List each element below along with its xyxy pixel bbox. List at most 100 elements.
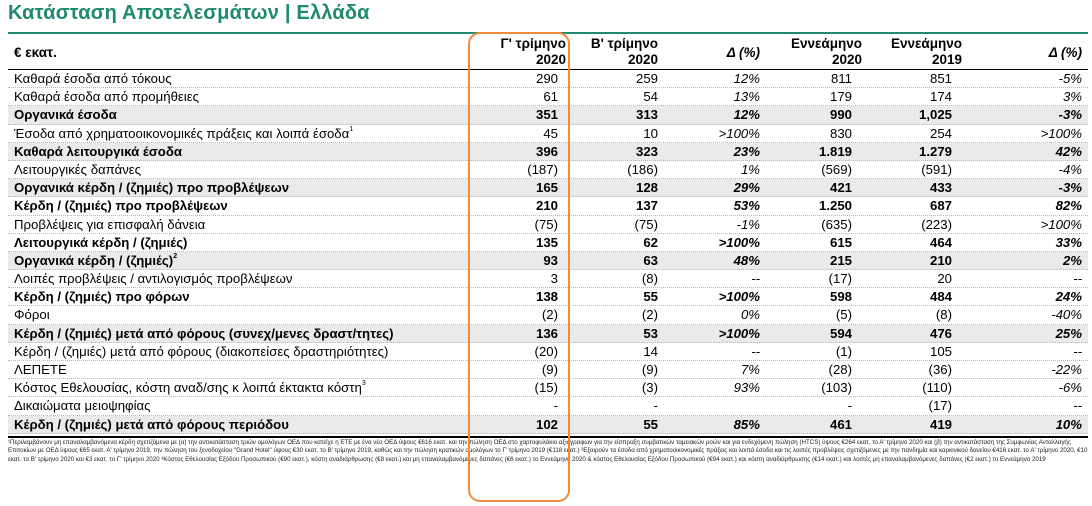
cell-q3-2020: 138 xyxy=(535,289,558,305)
row-label-text: Δικαιώματα μειοψηφίας xyxy=(14,398,151,414)
cell-9m-2020: 1.819 xyxy=(818,143,852,159)
table-row: Δικαιώματα μειοψηφίας - - - (17) -- xyxy=(8,397,1088,416)
row-label: Οργανικά κέρδη / (ζημιές) προ προβλέψεων xyxy=(14,179,289,197)
cell-q2-2020: 10 xyxy=(643,125,658,141)
col-header-delta-9m: Δ (%) xyxy=(1048,45,1082,60)
cell-9m-2020: (28) xyxy=(828,362,852,377)
table-row: Κέρδη / (ζημιές) μετά από φόρους (διακοπ… xyxy=(8,343,1088,361)
cell-delta-quarter: -- xyxy=(751,271,760,287)
table-row: Λειτουργικές δαπάνες (187) (186) 1% (569) (59… xyxy=(8,161,1088,180)
row-label: Κέρδη / (ζημιές) μετά από φόρους (συνεχ/… xyxy=(14,325,393,343)
cell-delta-9m: -- xyxy=(1073,398,1082,414)
cell-9m-2019: (8) xyxy=(935,307,952,323)
cell-q2-2020: 62 xyxy=(643,234,658,250)
cell-q3-2020: 93 xyxy=(543,252,558,268)
cell-q2-2020: 128 xyxy=(635,180,658,196)
cell-delta-9m: >100% xyxy=(1040,216,1082,232)
row-label-text: Κόστος Εθελουσίας, κόστη αναδ/σης κ λοιπ… xyxy=(14,380,362,396)
cell-q3-2020: 102 xyxy=(535,416,558,432)
cell-delta-quarter: 1% xyxy=(740,161,760,177)
row-label: Καθαρά έσοδα από τόκους xyxy=(14,70,172,88)
cell-delta-quarter: -1% xyxy=(736,216,760,232)
table-row: Προβλέψεις για επισφαλή δάνεια (75) (75) -1… xyxy=(8,216,1088,234)
row-label: Οργανικά έσοδα xyxy=(14,106,117,124)
col-header-delta-quarter: Δ (%) xyxy=(726,45,760,60)
col-header-q3-2020-line1: Γ' τρίμηνο xyxy=(500,36,566,51)
row-label: Κέρδη / (ζημιές) προ προβλέψεων xyxy=(14,197,228,215)
row-label-text: Κέρδη / (ζημιές) μετά από φόρους περιόδο… xyxy=(14,416,289,432)
cell-delta-9m: -40% xyxy=(1051,307,1082,323)
cell-q2-2020: (2) xyxy=(641,307,658,323)
table-row: Κέρδη / (ζημιές) προ προβλέψεων 210 137 53%… xyxy=(8,197,1088,216)
table-row: Φόροι (2) (2) 0% (5) (8) -40% xyxy=(8,306,1088,325)
cell-9m-2019: 174 xyxy=(929,89,952,105)
table-row: Λειτουργικά κέρδη / (ζημιές) 135 62 >100% 61… xyxy=(8,234,1088,252)
cell-9m-2019: 464 xyxy=(929,234,952,250)
cell-9m-2019: (110) xyxy=(922,380,952,396)
cell-9m-2020: 594 xyxy=(829,325,852,341)
cell-delta-9m: 3% xyxy=(1062,89,1082,105)
cell-delta-quarter: 0% xyxy=(740,307,760,323)
page-title: Κατάσταση Αποτελεσμάτων | Ελλάδα xyxy=(8,2,370,24)
cell-q2-2020: (3) xyxy=(641,380,658,396)
col-header-q3-2020-line2: 2020 xyxy=(535,52,566,67)
cell-9m-2019: 433 xyxy=(929,180,952,196)
cell-q2-2020: 259 xyxy=(635,71,658,86)
cell-q2-2020: 55 xyxy=(643,289,658,305)
cell-q3-2020: 45 xyxy=(543,125,558,141)
table-row: Καθαρά έσοδα από τόκους 290 259 12% 811 851 -5… xyxy=(8,70,1088,89)
col-header-9m-2020: Εννεάμηνο 2020 xyxy=(762,36,862,68)
row-label-text: Λειτουργικά κέρδη / (ζημιές) xyxy=(14,234,188,250)
row-label: Κόστος Εθελουσίας, κόστη αναδ/σης κ λοιπ… xyxy=(14,379,366,397)
footnote-marker: 3 xyxy=(361,380,366,388)
cell-delta-quarter: >100% xyxy=(718,325,760,341)
cell-q3-2020: 351 xyxy=(535,107,558,123)
cell-q3-2020: (9) xyxy=(541,362,558,377)
col-header-q2-2020-line1: Β' τρίμηνο xyxy=(590,36,658,51)
cell-9m-2019: 1,025 xyxy=(918,107,952,123)
row-label-text: Λοιπές προβλέψεις / αντιλογισμός προβλέψ… xyxy=(14,271,293,287)
table-row: Καθαρά λειτουργικά έσοδα 396 323 23% 1.819 1.… xyxy=(8,142,1088,161)
table-row: Έσοδα από χρηματοοικονομικές πράξεις και… xyxy=(8,125,1088,143)
cell-q2-2020: 55 xyxy=(643,416,658,432)
row-label-text: Έσοδα από χρηματοοικονομικές πράξεις και… xyxy=(14,125,350,141)
row-label: Καθαρά έσοδα από προμήθειες xyxy=(14,88,199,106)
cell-delta-9m: 42% xyxy=(1055,143,1082,159)
cell-9m-2019: (17) xyxy=(928,398,952,414)
cell-delta-quarter: 29% xyxy=(733,180,760,196)
row-label: Δικαιώματα μειοψηφίας xyxy=(14,397,151,415)
table-row: Κέρδη / (ζημιές) μετά από φόρους περιόδο… xyxy=(8,415,1088,434)
cell-delta-quarter: -- xyxy=(751,343,760,359)
cell-delta-quarter: 13% xyxy=(733,89,760,105)
cell-9m-2020: (635) xyxy=(821,216,852,232)
cell-9m-2019: (591) xyxy=(921,161,952,177)
col-header-q2-2020-line2: 2020 xyxy=(627,52,658,67)
cell-9m-2020: 615 xyxy=(829,234,852,250)
cell-q3-2020: 396 xyxy=(535,143,558,159)
cell-9m-2019: 254 xyxy=(929,125,952,141)
row-label: Λειτουργικές δαπάνες xyxy=(14,161,141,179)
header-divider xyxy=(8,69,1088,70)
cell-q2-2020: (75) xyxy=(634,216,658,232)
row-label-text: Οργανικά έσοδα xyxy=(14,107,117,123)
cell-delta-9m: 2% xyxy=(1062,252,1082,268)
cell-delta-quarter: 12% xyxy=(733,71,760,86)
row-label: Κέρδη / (ζημιές) μετά από φόρους περιόδο… xyxy=(14,416,289,434)
cell-q2-2020: 137 xyxy=(635,198,658,214)
cell-9m-2020: 990 xyxy=(829,107,852,123)
cell-delta-quarter: 23% xyxy=(733,143,760,159)
cell-9m-2019: 476 xyxy=(929,325,952,341)
row-label-text: Φόροι xyxy=(14,307,50,323)
cell-delta-quarter: 7% xyxy=(740,362,760,377)
cell-delta-quarter: >100% xyxy=(718,125,760,141)
row-label: Φόροι xyxy=(14,306,50,324)
row-label: Κέρδη / (ζημιές) προ φόρων xyxy=(14,288,190,306)
cell-q3-2020: 136 xyxy=(535,325,558,341)
cell-delta-9m: 82% xyxy=(1055,198,1082,214)
cell-q3-2020: 135 xyxy=(535,234,558,250)
cell-q2-2020: (9) xyxy=(641,362,658,377)
cell-q3-2020: 290 xyxy=(535,71,558,86)
cell-9m-2019: 20 xyxy=(937,271,952,287)
title-underline xyxy=(8,32,1088,34)
table-row: ΛΕΠΕΤΕ (9) (9) 7% (28) (36) -22% xyxy=(8,361,1088,380)
